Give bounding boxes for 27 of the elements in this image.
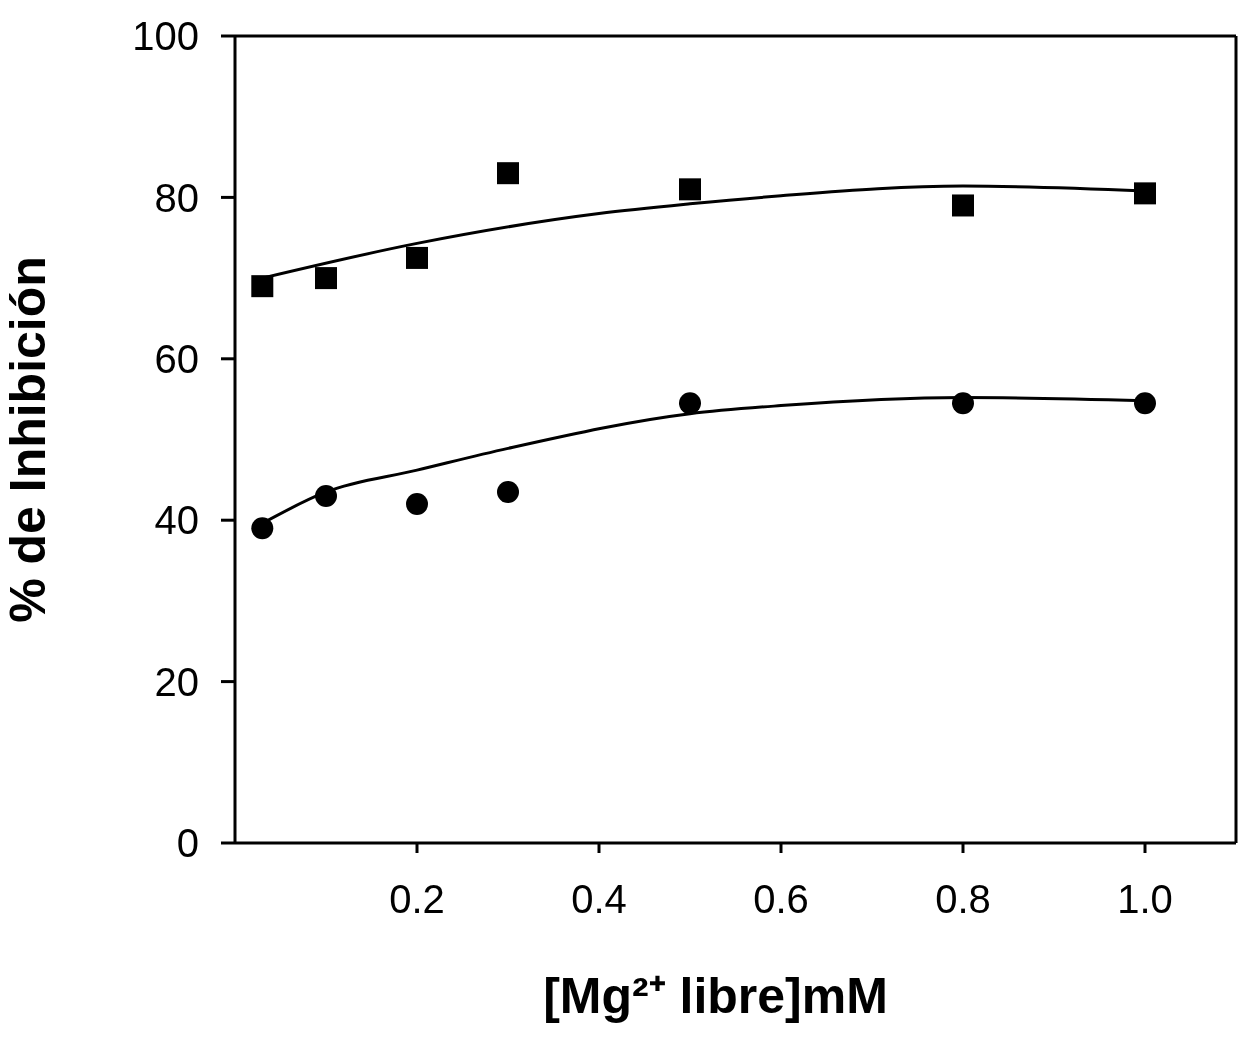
x-tick-label: 0.2 [389,877,445,922]
y-tick-label: 60 [154,337,199,381]
point [952,194,974,217]
x-axis-title: [Mg²⁺ libre]mM [543,968,888,1024]
point [406,246,428,269]
point [315,267,337,290]
point [497,480,519,503]
point [406,493,428,516]
point [679,392,701,415]
x-tick-label: 0.8 [935,877,991,922]
y-tick-label: 0 [176,821,199,866]
y-tick-label: 20 [154,659,199,704]
y-tick-label: 80 [154,175,199,220]
point [1134,182,1156,205]
y-tick-label: 40 [154,498,199,543]
point [251,517,274,540]
x-tick-label: 0.6 [753,877,809,922]
point [679,178,701,201]
y-tick-label: 100 [132,14,199,59]
point [251,275,274,298]
point [497,162,519,185]
point [1134,392,1156,415]
point [952,392,974,415]
x-tick-label: 1.0 [1117,877,1173,922]
point [315,484,337,507]
y-axis-title: % de Inhibición [0,256,56,623]
x-tick-label: 0.4 [571,877,627,922]
